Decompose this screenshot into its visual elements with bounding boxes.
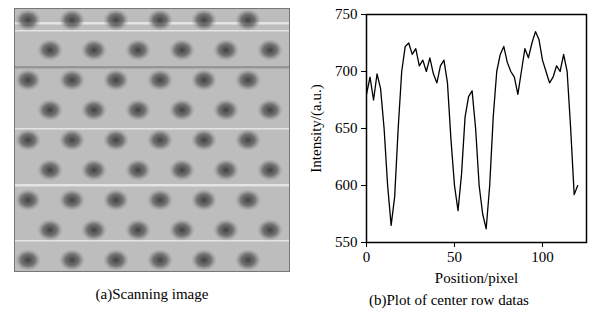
svg-text:Position/pixel: Position/pixel: [435, 270, 518, 286]
svg-text:600: 600: [335, 177, 358, 193]
svg-text:700: 700: [335, 63, 358, 79]
svg-text:100: 100: [531, 249, 554, 265]
svg-text:750: 750: [335, 6, 358, 22]
svg-text:Intensity/(a.u.): Intensity/(a.u.): [308, 84, 325, 172]
html-text:(b)Plot of center row datas: (b)Plot of center row datas: [369, 292, 529, 308]
html-text:(a)Scanning image: (a)Scanning image: [95, 286, 209, 302]
svg-text:550: 550: [335, 234, 358, 250]
svg-text:50: 50: [447, 249, 462, 265]
svg-text:0: 0: [363, 249, 371, 265]
svg-text:650: 650: [335, 120, 358, 136]
